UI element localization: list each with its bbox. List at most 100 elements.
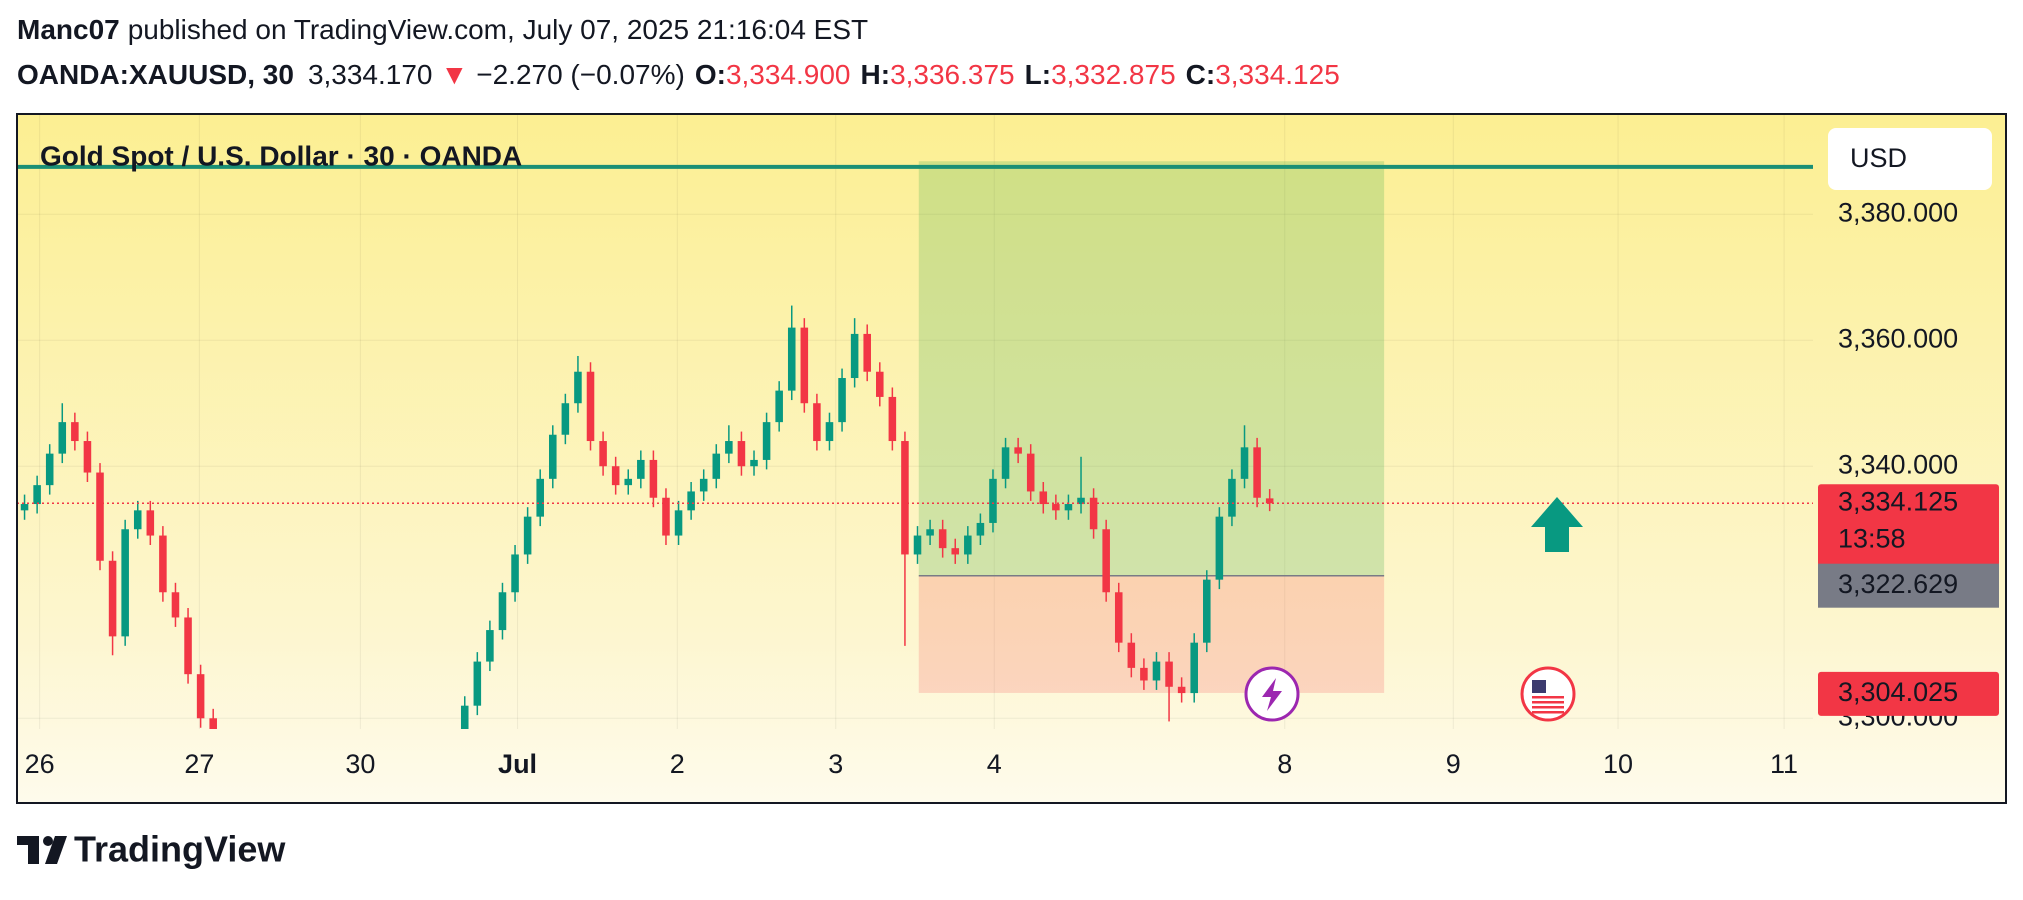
l-label: L: (1025, 59, 1051, 90)
arrow-stem (1545, 525, 1569, 552)
candle-body (133, 510, 142, 530)
candle-body (725, 441, 733, 454)
candle-body (913, 535, 922, 555)
lightning (1262, 678, 1282, 711)
y-tick-label: 3,340.000 (1838, 449, 1958, 479)
published: published on TradingView.com, July 07, 2… (128, 14, 868, 45)
c-label: C: (1186, 59, 1216, 90)
candle-body (549, 434, 557, 479)
candle-body (121, 529, 129, 637)
logo-mark (28, 836, 39, 864)
candle-body (901, 441, 909, 555)
candle-body (624, 478, 633, 486)
candle-body (1240, 447, 1249, 479)
candle-body (171, 592, 180, 618)
candle-body (486, 630, 494, 662)
candle-body (926, 529, 934, 536)
stop-zone (918, 575, 1385, 693)
candle-body (637, 459, 645, 479)
candle-body (863, 333, 871, 372)
x-tick-label: 3 (828, 749, 843, 779)
candle-body (1089, 497, 1098, 530)
candle-body (1190, 642, 1198, 694)
price: 3,334.170 (308, 59, 433, 90)
header-line-1: Manc07 published on TradingView.com, July… (17, 14, 868, 45)
candle-body (1026, 453, 1035, 492)
h-value: 3,336.375 (890, 59, 1015, 90)
candle-body (964, 535, 972, 555)
candle-body (1165, 661, 1173, 687)
o-label: O: (695, 59, 726, 90)
candle-body (951, 548, 960, 555)
candle-body (285, 813, 293, 819)
candle-body (850, 333, 859, 379)
countdown-label: 13:58 (1838, 523, 1906, 553)
candle-body (184, 617, 192, 675)
candle-body (1039, 491, 1048, 505)
flag-stripe (1532, 701, 1564, 704)
candle-body (1140, 667, 1148, 681)
candle-body (33, 485, 41, 505)
y-tick-label: 3,380.000 (1838, 197, 1958, 227)
change: −2.270 (−0.07%) (476, 59, 685, 90)
entry-box (1818, 563, 1999, 608)
candle-body (1001, 447, 1010, 479)
candle-body (1102, 529, 1110, 593)
candle-body (687, 491, 695, 511)
candle-body (460, 705, 469, 729)
candle-body (96, 472, 104, 561)
x-tick-label: Jul (498, 749, 537, 779)
candle-body (1052, 504, 1060, 511)
l-value: 3,332.875 (1051, 59, 1176, 90)
candle-body (813, 403, 821, 442)
target-zone (918, 161, 1385, 576)
candle-body (1203, 579, 1211, 643)
flag-stripe (1532, 711, 1564, 714)
logo-mark (43, 836, 53, 846)
x-tick-label: 26 (25, 749, 55, 779)
x-tick-label: 4 (987, 749, 1002, 779)
candle-body (1127, 642, 1136, 668)
candle-body (989, 478, 997, 523)
candle-body (196, 674, 205, 719)
candle-body (800, 327, 809, 404)
author: Manc07 (17, 14, 120, 45)
x-tick-label: 9 (1446, 749, 1461, 779)
candle-body (473, 661, 482, 706)
last-price-box (1818, 484, 1999, 567)
x-tick-label: 10 (1603, 749, 1633, 779)
x-tick-label: 2 (670, 749, 685, 779)
candle-body (348, 807, 356, 813)
candle-body (712, 453, 721, 479)
candle-body (1215, 516, 1224, 580)
candle-body (825, 422, 834, 442)
candle-body (586, 371, 595, 442)
candle-body (71, 422, 79, 442)
currency-label: USD (1850, 143, 1907, 173)
candle-body (146, 510, 155, 536)
candle-body (599, 441, 607, 467)
flag-stripe (1532, 696, 1564, 699)
candle-body (523, 516, 532, 555)
stop-label: 3,304.025 (1838, 677, 1958, 707)
logo: TradingView (17, 829, 286, 870)
candle-body (838, 378, 846, 423)
candle-body (1014, 447, 1022, 454)
logo-text: TradingView (74, 829, 286, 870)
o-value: 3,334.900 (726, 59, 851, 90)
candle-body (45, 453, 54, 486)
candle-body (1253, 447, 1261, 498)
stop-box (1818, 671, 1999, 716)
chart-background (17, 114, 2006, 803)
candle-body (775, 390, 783, 423)
candle-body (58, 422, 67, 454)
x-tick-label: 30 (345, 749, 375, 779)
candle-body (750, 459, 758, 467)
candle-body (662, 497, 670, 536)
candle-body (1064, 504, 1073, 511)
candle-body (108, 560, 117, 637)
candle-body (1177, 686, 1186, 694)
arrow: ▼ (441, 59, 469, 90)
chart-layer: 26 27 30 Jul 2 3 4 8 9 10 113,300.0003,340.0003,36… (17, 114, 1999, 819)
